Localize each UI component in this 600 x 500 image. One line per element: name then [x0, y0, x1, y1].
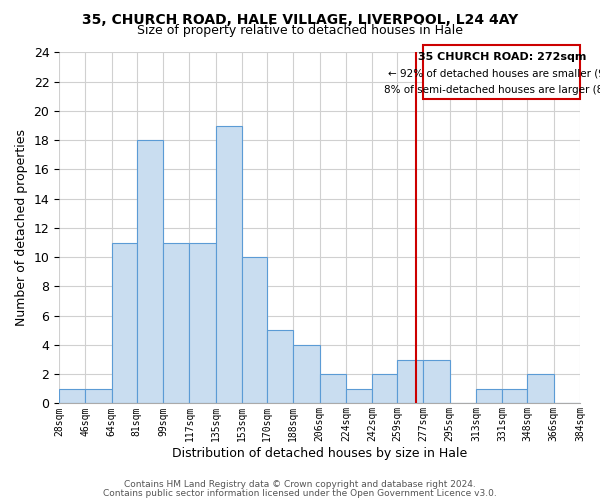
- Text: 35 CHURCH ROAD: 272sqm: 35 CHURCH ROAD: 272sqm: [418, 52, 586, 62]
- Text: ← 92% of detached houses are smaller (97): ← 92% of detached houses are smaller (97…: [388, 68, 600, 78]
- Text: 35, CHURCH ROAD, HALE VILLAGE, LIVERPOOL, L24 4AY: 35, CHURCH ROAD, HALE VILLAGE, LIVERPOOL…: [82, 12, 518, 26]
- Bar: [372, 374, 397, 404]
- Bar: [346, 389, 372, 404]
- Bar: [215, 126, 242, 404]
- Bar: [163, 242, 190, 404]
- Bar: [424, 360, 450, 404]
- Text: Contains HM Land Registry data © Crown copyright and database right 2024.: Contains HM Land Registry data © Crown c…: [124, 480, 476, 489]
- Bar: [242, 257, 267, 404]
- Text: 8% of semi-detached houses are larger (8) →: 8% of semi-detached houses are larger (8…: [384, 84, 600, 94]
- Bar: [502, 389, 527, 404]
- Bar: [59, 389, 85, 404]
- Bar: [267, 330, 293, 404]
- Bar: [85, 389, 112, 404]
- FancyBboxPatch shape: [424, 45, 580, 100]
- Bar: [137, 140, 163, 404]
- Text: Size of property relative to detached houses in Hale: Size of property relative to detached ho…: [137, 24, 463, 37]
- Bar: [112, 242, 137, 404]
- Bar: [320, 374, 346, 404]
- Text: Contains public sector information licensed under the Open Government Licence v3: Contains public sector information licen…: [103, 490, 497, 498]
- Y-axis label: Number of detached properties: Number of detached properties: [15, 130, 28, 326]
- Bar: [190, 242, 215, 404]
- Bar: [397, 360, 424, 404]
- Bar: [527, 374, 554, 404]
- Bar: [293, 345, 320, 404]
- Bar: [476, 389, 502, 404]
- X-axis label: Distribution of detached houses by size in Hale: Distribution of detached houses by size …: [172, 447, 467, 460]
